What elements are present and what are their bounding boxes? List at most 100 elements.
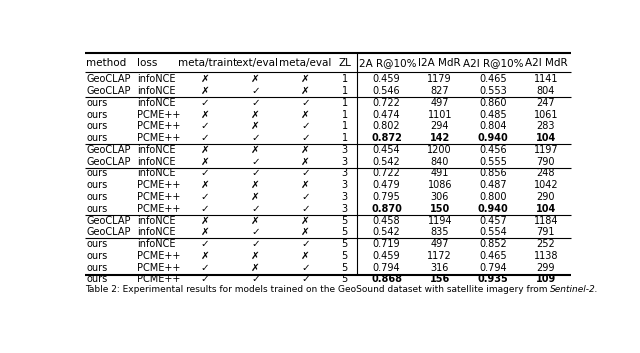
- Text: 156: 156: [429, 275, 450, 285]
- Text: 0.794: 0.794: [373, 263, 401, 273]
- Text: 791: 791: [537, 227, 555, 237]
- Text: 497: 497: [431, 239, 449, 249]
- Text: PCME++: PCME++: [137, 192, 180, 202]
- Text: ✗: ✗: [301, 227, 310, 237]
- Text: 497: 497: [431, 98, 449, 108]
- Text: 104: 104: [536, 133, 556, 143]
- Text: 0.458: 0.458: [373, 216, 401, 226]
- Text: 3: 3: [342, 204, 348, 214]
- Text: infoNCE: infoNCE: [137, 239, 175, 249]
- Text: 0.856: 0.856: [479, 168, 507, 179]
- Text: ✗: ✗: [201, 251, 209, 261]
- Text: ✗: ✗: [251, 180, 260, 190]
- Text: ✓: ✓: [251, 275, 260, 285]
- Text: 0.870: 0.870: [371, 204, 402, 214]
- Text: infoNCE: infoNCE: [137, 86, 175, 96]
- Text: 1172: 1172: [428, 251, 452, 261]
- Text: ours: ours: [86, 109, 108, 120]
- Text: infoNCE: infoNCE: [137, 168, 175, 179]
- Text: PCME++: PCME++: [137, 121, 180, 131]
- Text: 5: 5: [342, 216, 348, 226]
- Text: 0.542: 0.542: [372, 157, 401, 167]
- Text: Table 2: Experimental results for models trained on the GeoSound dataset with sa: Table 2: Experimental results for models…: [85, 285, 550, 294]
- Text: 1: 1: [342, 109, 348, 120]
- Text: A2I MdR: A2I MdR: [525, 58, 567, 68]
- Text: ✗: ✗: [301, 180, 310, 190]
- Text: ✓: ✓: [301, 121, 310, 131]
- Text: 804: 804: [537, 86, 555, 96]
- Text: 0.795: 0.795: [372, 192, 401, 202]
- Text: 1197: 1197: [534, 145, 558, 155]
- Text: 3: 3: [342, 180, 348, 190]
- Text: 0.804: 0.804: [479, 121, 507, 131]
- Text: 1179: 1179: [428, 74, 452, 84]
- Text: ✗: ✗: [301, 74, 310, 84]
- Text: 0.554: 0.554: [479, 227, 507, 237]
- Text: ✓: ✓: [201, 133, 209, 143]
- Text: ✓: ✓: [251, 227, 260, 237]
- Text: 0.474: 0.474: [373, 109, 401, 120]
- Text: 3: 3: [342, 157, 348, 167]
- Text: ours: ours: [86, 98, 108, 108]
- Text: GeoCLAP: GeoCLAP: [86, 157, 131, 167]
- Text: ✓: ✓: [301, 98, 310, 108]
- Text: 142: 142: [429, 133, 450, 143]
- Text: ✓: ✓: [201, 168, 209, 179]
- Text: 0.542: 0.542: [372, 227, 401, 237]
- Text: Sentinel-2.: Sentinel-2.: [550, 285, 599, 294]
- Text: infoNCE: infoNCE: [137, 145, 175, 155]
- Text: 3: 3: [342, 145, 348, 155]
- Text: ✓: ✓: [201, 204, 209, 214]
- Text: meta/eval: meta/eval: [280, 58, 332, 68]
- Text: 1: 1: [342, 98, 348, 108]
- Text: ✓: ✓: [301, 168, 310, 179]
- Text: 248: 248: [537, 168, 555, 179]
- Text: PCME++: PCME++: [137, 251, 180, 261]
- Text: ✗: ✗: [201, 74, 209, 84]
- Text: ✓: ✓: [301, 204, 310, 214]
- Text: ours: ours: [86, 121, 108, 131]
- Text: text/eval: text/eval: [232, 58, 278, 68]
- Text: PCME++: PCME++: [137, 204, 180, 214]
- Text: 0.454: 0.454: [373, 145, 401, 155]
- Text: ours: ours: [86, 275, 108, 285]
- Text: 835: 835: [431, 227, 449, 237]
- Text: PCME++: PCME++: [137, 109, 180, 120]
- Text: ours: ours: [86, 168, 108, 179]
- Text: ✓: ✓: [251, 168, 260, 179]
- Text: 0.940: 0.940: [477, 133, 508, 143]
- Text: ✗: ✗: [251, 251, 260, 261]
- Text: ours: ours: [86, 251, 108, 261]
- Text: ✓: ✓: [251, 98, 260, 108]
- Text: 1184: 1184: [534, 216, 558, 226]
- Text: ours: ours: [86, 239, 108, 249]
- Text: 1141: 1141: [534, 74, 558, 84]
- Text: ✗: ✗: [251, 216, 260, 226]
- Text: 1: 1: [342, 86, 348, 96]
- Text: 0.546: 0.546: [373, 86, 401, 96]
- Text: 294: 294: [431, 121, 449, 131]
- Text: PCME++: PCME++: [137, 180, 180, 190]
- Text: ✗: ✗: [201, 109, 209, 120]
- Text: 5: 5: [342, 227, 348, 237]
- Text: 1042: 1042: [534, 180, 558, 190]
- Text: 104: 104: [536, 204, 556, 214]
- Text: 5: 5: [342, 275, 348, 285]
- Text: 283: 283: [537, 121, 555, 131]
- Text: 0.872: 0.872: [371, 133, 402, 143]
- Text: I2A R@10%: I2A R@10%: [356, 58, 417, 68]
- Text: 5: 5: [342, 263, 348, 273]
- Text: 0.485: 0.485: [479, 109, 507, 120]
- Text: ✗: ✗: [201, 157, 209, 167]
- Text: PCME++: PCME++: [137, 275, 180, 285]
- Text: ✓: ✓: [251, 133, 260, 143]
- Text: ✓: ✓: [301, 275, 310, 285]
- Text: 290: 290: [537, 192, 555, 202]
- Text: meta/train: meta/train: [177, 58, 232, 68]
- Text: 3: 3: [342, 192, 348, 202]
- Text: 1200: 1200: [428, 145, 452, 155]
- Text: ✓: ✓: [301, 239, 310, 249]
- Text: 0.553: 0.553: [479, 86, 507, 96]
- Text: ✗: ✗: [301, 86, 310, 96]
- Text: ✓: ✓: [201, 239, 209, 249]
